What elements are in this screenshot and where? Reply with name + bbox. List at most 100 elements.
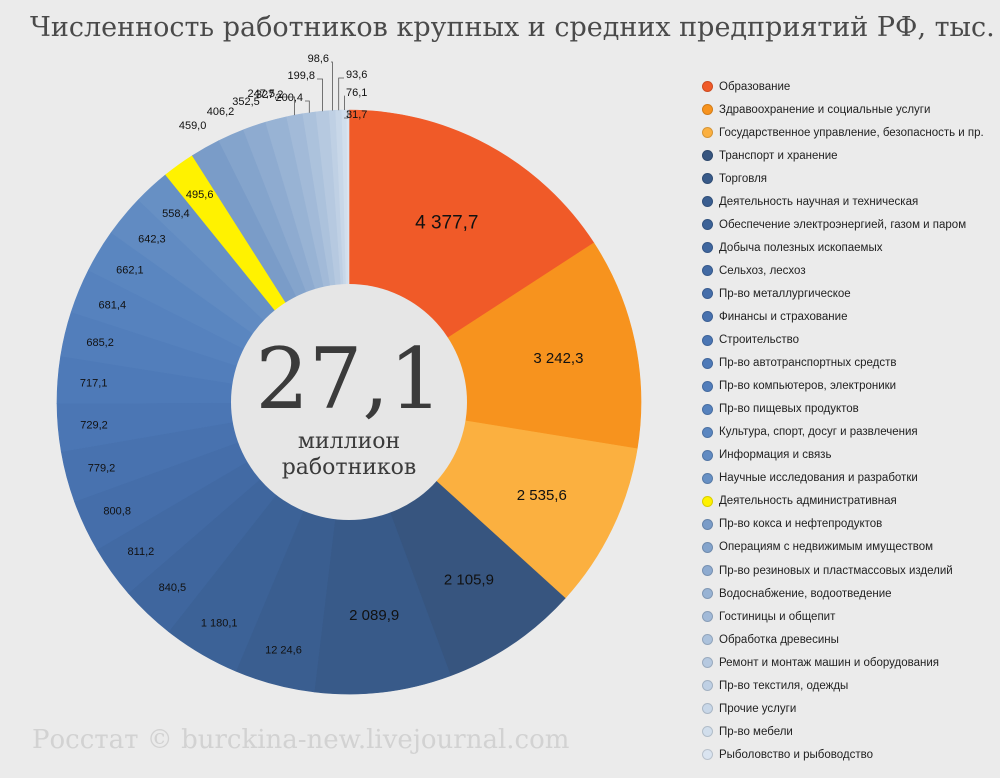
legend-swatch <box>702 495 713 507</box>
leader-line-обработка-древесины <box>305 100 310 113</box>
legend-label: Пр-во текстиля, одежды <box>719 679 849 692</box>
legend-item-научные-исследования-и-разработки: Научные исследования и разработки <box>702 467 998 490</box>
legend-swatch <box>702 472 713 484</box>
legend-label: Транспорт и хранение <box>719 149 838 162</box>
legend-item-добыча-полезных-ископаемых: Добыча полезных ископаемых <box>702 236 998 259</box>
legend-swatch <box>702 541 713 553</box>
legend: Образование Здравоохранение и социальные … <box>702 75 998 766</box>
legend-label: Пр-во мебели <box>719 725 793 738</box>
legend-label: Пр-во компьютеров, электроники <box>719 380 897 393</box>
legend-item-пр-во-резиновых-и-пластмассовых-изделий: Пр-во резиновых и пластмассовых изделий <box>702 559 998 582</box>
data-label-водоснабжение-водоотведение: 327,2 <box>256 89 284 101</box>
data-label-ремонт-и-монтаж-машин-и-оборудования: 199,8 <box>287 70 315 82</box>
legend-label: Прочие услуги <box>719 702 797 715</box>
legend-label: Рыболовство и рыбоводство <box>719 748 873 761</box>
legend-item-ремонт-и-монтаж-машин-и-оборудования: Ремонт и монтаж машин и оборудования <box>702 651 998 674</box>
legend-label: Пр-во резиновых и пластмассовых изделий <box>719 564 953 577</box>
legend-swatch <box>702 518 713 530</box>
legend-item-обеспечение-электроэнергией-газом-и-паром: Обеспечение электроэнергией, газом и пар… <box>702 213 998 236</box>
data-label-пр-во-кокса-и-нефтепродуктов: 459,0 <box>179 120 207 132</box>
legend-swatch <box>702 81 713 93</box>
data-label-обеспечение-электроэнергией-газом-и-паром: 1 180,1 <box>201 618 238 630</box>
data-labels-group: 4 377,7 3 242,3 2 535,6 2 105,9 2 089,9 12 24… <box>80 53 583 656</box>
source-watermark: Росстат © burckina-new.livejournal.com <box>32 725 570 755</box>
legend-label: Обработка древесины <box>719 633 839 646</box>
leader-lines-group <box>277 61 349 119</box>
legend-label: Пр-во кокса и нефтепродуктов <box>719 518 883 531</box>
data-label-транспорт-и-хранение: 2 105,9 <box>444 572 494 589</box>
legend-label: Гостиницы и общепит <box>719 610 836 623</box>
legend-label: Здравоохранение и социальные услуги <box>719 103 931 116</box>
legend-item-культура-спорт-досуг-и-развлечения: Культура, спорт, досуг и развлечения <box>702 421 998 444</box>
legend-item-пр-во-автотранспортных-средств: Пр-во автотранспортных средств <box>702 352 998 375</box>
data-label-пр-во-металлургическое: 800,8 <box>103 506 131 518</box>
leader-line-прочие-услуги <box>338 77 344 111</box>
legend-swatch <box>702 265 713 277</box>
legend-item-операциям-с-недвижимым-имуществом: Операциям с недвижимым имуществом <box>702 536 998 559</box>
data-label-пр-во-пищевых-продуктов: 681,4 <box>99 299 127 311</box>
legend-label: Деятельность научная и техническая <box>719 195 919 208</box>
legend-label: Водоснабжение, водоотведение <box>719 587 892 600</box>
legend-item-гостиницы-и-общепит: Гостиницы и общепит <box>702 605 998 628</box>
leader-line-гостиницы-и-общепит <box>277 96 296 116</box>
legend-label: Образование <box>719 80 791 93</box>
legend-item-государственное-управление-безопасность-и-пр: Государственное управление, безопасность… <box>702 121 998 144</box>
legend-item-пр-во-кокса-и-нефтепродуктов: Пр-во кокса и нефтепродуктов <box>702 513 998 536</box>
legend-item-обработка-древесины: Обработка древесины <box>702 628 998 651</box>
legend-swatch <box>702 403 713 415</box>
legend-swatch <box>702 703 713 715</box>
legend-item-образование: Образование <box>702 75 998 98</box>
legend-swatch <box>702 219 713 231</box>
data-label-добыча-полезных-ископаемых: 840,5 <box>159 582 187 594</box>
legend-item-финансы-и-страхование: Финансы и страхование <box>702 305 998 328</box>
legend-label: Пр-во пищевых продуктов <box>719 403 859 416</box>
legend-swatch <box>702 680 713 692</box>
legend-item-строительство: Строительство <box>702 329 998 352</box>
data-label-пр-во-резиновых-и-пластмассовых-изделий: 352,5 <box>232 96 260 108</box>
legend-label: Государственное управление, безопасность… <box>719 126 984 139</box>
legend-label: Обеспечение электроэнергией, газом и пар… <box>719 218 967 231</box>
legend-swatch <box>702 242 713 254</box>
legend-label: Пр-во автотранспортных средств <box>719 357 897 370</box>
legend-swatch <box>702 657 713 669</box>
center-caption-line1: миллион <box>298 429 400 454</box>
data-label-культура-спорт-досуг-и-развлечения: 662,1 <box>116 264 144 276</box>
legend-label: Строительство <box>719 334 800 347</box>
legend-swatch <box>702 426 713 438</box>
legend-swatch <box>702 311 713 323</box>
legend-item-сельхоз-лесхоз: Сельхоз, лесхоз <box>702 259 998 282</box>
legend-item-прочие-услуги: Прочие услуги <box>702 697 998 720</box>
legend-item-транспорт-и-хранение: Транспорт и хранение <box>702 144 998 167</box>
legend-label: Ремонт и монтаж машин и оборудования <box>719 656 939 669</box>
legend-item-деятельность-административная: Деятельность административная <box>702 490 998 513</box>
legend-item-здравоохранение-и-социальные-услуги: Здравоохранение и социальные услуги <box>702 98 998 121</box>
legend-swatch <box>702 173 713 185</box>
legend-swatch <box>702 449 713 461</box>
legend-label: Сельхоз, лесхоз <box>719 264 806 277</box>
data-label-деятельность-научная-и-техническая: 12 24,6 <box>265 644 302 656</box>
leader-line-пр-во-текстиля-одежды <box>331 61 333 111</box>
legend-label: Культура, спорт, досуг и развлечения <box>719 426 918 439</box>
data-label-деятельность-административная: 495,6 <box>186 189 214 201</box>
legend-item-пр-во-металлургическое: Пр-во металлургическое <box>702 282 998 305</box>
data-label-рыболовство-и-рыбоводство: 31,7 <box>346 109 367 121</box>
data-label-гостиницы-и-общепит: 247,5 <box>247 88 275 100</box>
data-label-здравоохранение-и-социальные-услуги: 3 242,3 <box>533 350 583 367</box>
leader-line-ремонт-и-монтаж-машин-и-оборудования <box>317 78 323 112</box>
data-label-торговля: 2 089,9 <box>349 607 399 624</box>
legend-swatch <box>702 749 713 761</box>
data-label-пр-во-автотранспортных-средств: 717,1 <box>80 377 108 389</box>
legend-item-торговля: Торговля <box>702 167 998 190</box>
legend-item-пр-во-текстиля-одежды: Пр-во текстиля, одежды <box>702 674 998 697</box>
data-label-прочие-услуги: 93,6 <box>346 69 367 81</box>
legend-label: Пр-во металлургическое <box>719 287 851 300</box>
legend-item-деятельность-научная-и-техническая: Деятельность научная и техническая <box>702 190 998 213</box>
legend-swatch <box>702 634 713 646</box>
legend-swatch <box>702 380 713 392</box>
data-label-строительство: 729,2 <box>80 419 108 431</box>
data-label-государственное-управление-безопасность-и-пр: 2 535,6 <box>517 487 567 504</box>
legend-swatch <box>702 288 713 300</box>
center-total-value: 27,1 <box>255 330 442 428</box>
legend-swatch <box>702 611 713 623</box>
data-label-обработка-древесины: 200,4 <box>275 92 303 104</box>
